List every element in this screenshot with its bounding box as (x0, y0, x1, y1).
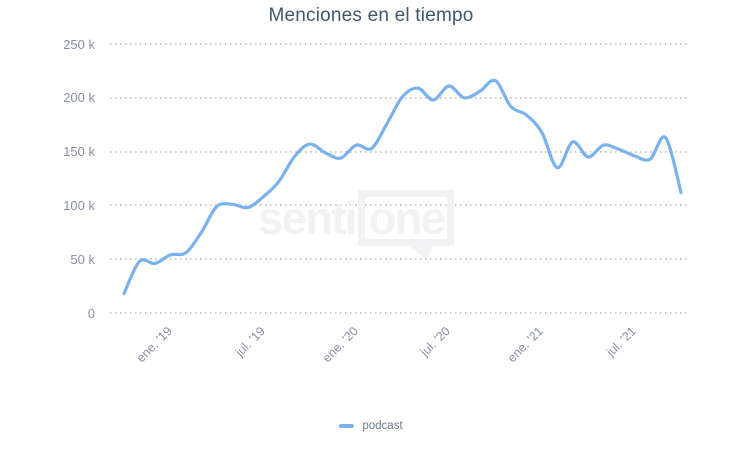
gridline (110, 204, 690, 207)
line-series-podcast[interactable] (122, 78, 683, 296)
y-axis-tick-label: 250 k (63, 36, 95, 52)
watermark-text-one: one (368, 192, 446, 244)
y-axis-tick-label: 150 k (63, 144, 95, 160)
y-axis-tick-label: 0 (87, 305, 95, 321)
gridline (110, 258, 690, 261)
gridline (110, 43, 690, 45)
legend-item-podcast[interactable]: podcast (0, 417, 742, 435)
chart-title: Menciones en el tiempo (268, 5, 474, 26)
watermark-text-senti: senti (258, 192, 357, 244)
gridline (110, 312, 690, 314)
y-axis-tick-label: 50 k (70, 251, 95, 267)
gridline (110, 150, 690, 153)
legend-line-marker (339, 424, 355, 428)
watermark-speech-bubble-icon: one (358, 190, 455, 259)
y-axis-tick-label: 100 k (63, 197, 95, 213)
watermark-logo: senti one (258, 190, 455, 259)
legend-label: podcast (362, 420, 403, 432)
y-axis-tick-label: 200 k (63, 90, 95, 106)
